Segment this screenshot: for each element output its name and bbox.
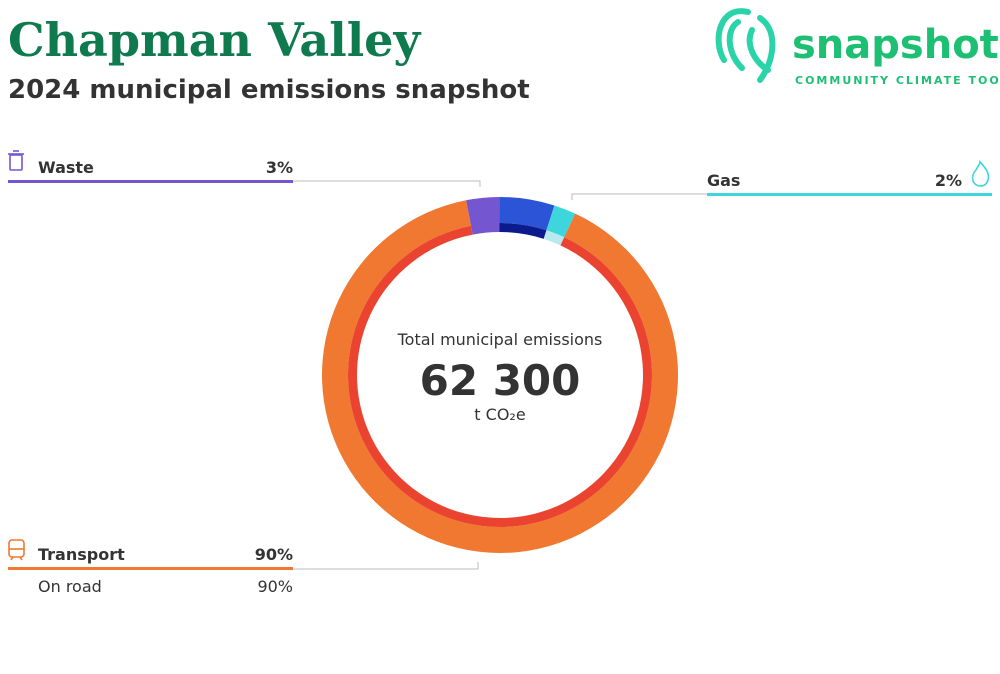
segment (499, 223, 547, 239)
center-label: Total municipal emissions (397, 330, 603, 349)
legend-underline (707, 193, 992, 196)
segment (466, 197, 500, 235)
value-label: 3% (266, 158, 293, 177)
logo-mark (715, 8, 776, 83)
logo-tagline: COMMUNITY CLIMATE TOOL (795, 74, 1000, 87)
total-value: 62 300 (420, 356, 581, 405)
logo: snapshot COMMUNITY CLIMATE TOOL (715, 8, 1000, 87)
category-label: Transport (38, 545, 125, 564)
value-label: 2% (935, 171, 962, 190)
value-label: 90% (257, 577, 293, 596)
transport-icon (8, 539, 25, 561)
segment (499, 197, 555, 231)
value-label: 90% (255, 545, 293, 564)
segment (546, 205, 576, 238)
category-label: Waste (38, 158, 94, 177)
waste-icon (8, 150, 24, 171)
legend-underline (8, 567, 293, 570)
gas-icon (971, 160, 990, 187)
chart-title: Chapman Valley (8, 13, 421, 67)
logo-name: snapshot (792, 22, 999, 68)
category-label: On road (38, 577, 102, 596)
category-label: Gas (707, 171, 740, 190)
chart-subtitle: 2024 municipal emissions snapshot (8, 75, 530, 105)
unit: t CO₂e (474, 405, 525, 424)
legend-underline (8, 180, 293, 183)
segment (543, 230, 565, 246)
leader-lines (293, 180, 707, 570)
